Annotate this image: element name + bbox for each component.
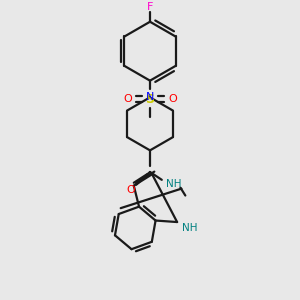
Text: NH: NH (182, 223, 198, 233)
Text: O: O (126, 184, 135, 195)
Text: O: O (168, 94, 177, 104)
Text: NH: NH (166, 179, 181, 189)
Text: O: O (123, 94, 132, 104)
Text: S: S (146, 93, 154, 106)
Text: N: N (146, 92, 154, 102)
Text: F: F (147, 2, 153, 12)
